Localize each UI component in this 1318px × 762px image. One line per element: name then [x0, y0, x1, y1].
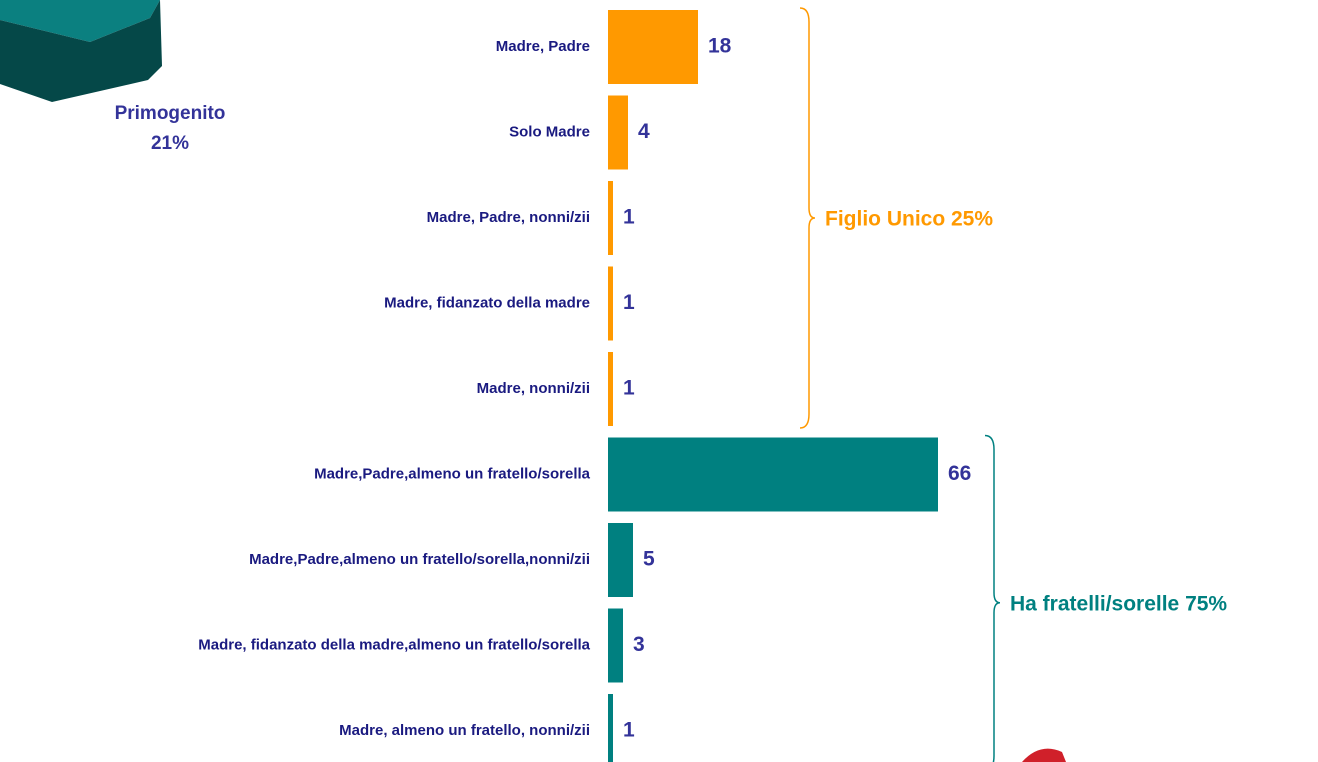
- group-label: Ha fratelli/sorelle 75%: [1010, 592, 1227, 615]
- value-label: 1: [623, 206, 635, 229]
- value-label: 5: [643, 548, 655, 571]
- logo-fragment: [1022, 749, 1066, 762]
- bar: [608, 267, 613, 341]
- bar: [608, 438, 938, 512]
- value-label: 1: [623, 377, 635, 400]
- bracket: [800, 8, 815, 428]
- group-label: Figlio Unico 25%: [825, 208, 993, 231]
- value-label: 4: [638, 120, 650, 143]
- category-label: Madre, nonni/zii: [477, 380, 590, 397]
- bar: [608, 609, 623, 683]
- category-label: Madre, almeno un fratello, nonni/zii: [339, 722, 590, 739]
- category-label: Madre,Padre,almeno un fratello/sorella: [314, 465, 591, 482]
- bar: [608, 96, 628, 170]
- category-label: Madre, fidanzato della madre: [384, 294, 590, 311]
- category-label: Madre, fidanzato della madre,almeno un f…: [198, 636, 590, 653]
- value-label: 66: [948, 462, 971, 485]
- bar: [608, 523, 633, 597]
- bar: [608, 352, 613, 426]
- bracket: [985, 436, 1000, 762]
- value-label: 3: [633, 633, 645, 656]
- category-label: Solo Madre: [509, 123, 590, 140]
- bar: [608, 181, 613, 255]
- category-label: Madre,Padre,almeno un fratello/sorella,n…: [249, 551, 590, 568]
- value-label: 1: [623, 719, 635, 742]
- pie-label: 21%: [151, 133, 189, 154]
- bar: [608, 694, 613, 762]
- value-label: 1: [623, 291, 635, 314]
- category-label: Madre, Padre: [496, 38, 590, 55]
- category-label: Madre, Padre, nonni/zii: [427, 209, 590, 226]
- chart: Primogenito 21% Madre, Padre 18 Solo Madre…: [0, 0, 1318, 762]
- pie-label: Primogenito: [115, 103, 226, 124]
- bar: [608, 10, 698, 84]
- value-label: 18: [708, 35, 732, 58]
